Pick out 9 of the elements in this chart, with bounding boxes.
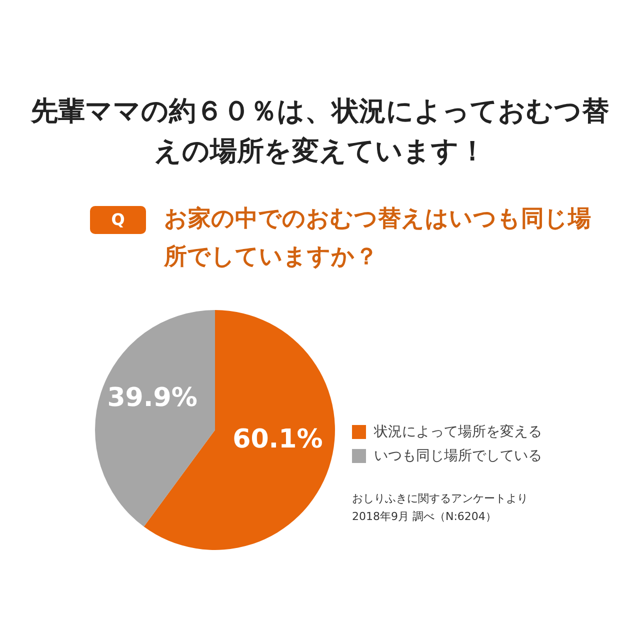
text: おしりふきに関するアンケートより bbox=[352, 491, 528, 507]
legend-label: 状況によって場所を変える bbox=[374, 423, 542, 441]
data-label: 39.9% bbox=[107, 383, 198, 414]
chart-subtitle: お家の中でのおむつ替えはいつも同じ場所でしていますか？ bbox=[164, 205, 592, 272]
chart-title: 先輩ママの約６０％は、状況によっておむつ替えの場所を変えています！ bbox=[30, 95, 610, 169]
text: Q bbox=[90, 206, 146, 234]
text: 2018年9月 調べ（N:6204） bbox=[352, 509, 498, 525]
legend-label: いつも同じ場所でしている bbox=[374, 447, 542, 465]
data-label: 60.1% bbox=[232, 424, 323, 454]
